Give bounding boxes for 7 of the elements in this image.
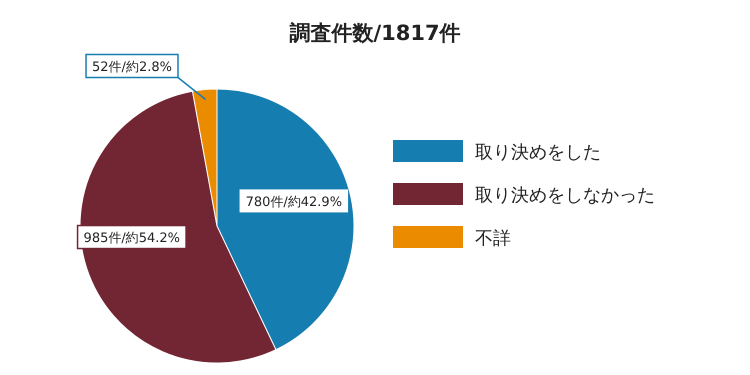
- data-label: 780件/約42.9%: [246, 194, 342, 210]
- legend-label: 不詳: [475, 228, 511, 249]
- legend-label: 取り決めをした: [475, 142, 601, 163]
- chart-title: 調査件数/1817件: [289, 21, 461, 45]
- data-label: 52件/約2.8%: [92, 60, 172, 75]
- legend-label: 取り決めをしなかった: [475, 185, 655, 206]
- data-label: 985件/約54.2%: [84, 231, 180, 246]
